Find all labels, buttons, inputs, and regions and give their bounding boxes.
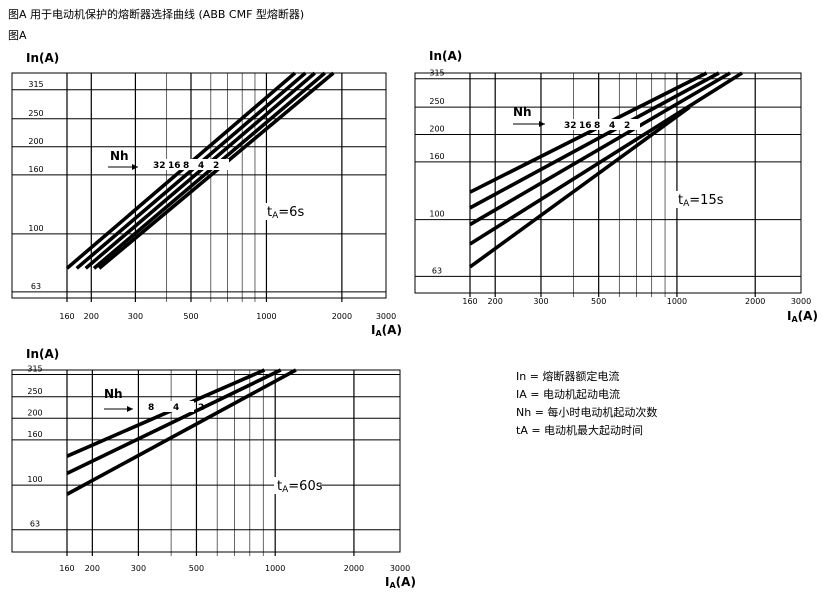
series-line-nh-32 bbox=[65, 71, 297, 270]
y-tick-label: 200 bbox=[27, 408, 42, 417]
x-tick-label: 2000 bbox=[745, 297, 765, 306]
y-tick-label: 100 bbox=[429, 210, 444, 219]
y-tick-label: 63 bbox=[30, 520, 40, 529]
series-line-nh-4 bbox=[469, 71, 744, 246]
legend-item-ta: tA = 电动机最大起动时间 bbox=[516, 424, 644, 437]
plot-frame bbox=[11, 72, 387, 299]
y-tick-label: 160 bbox=[27, 430, 42, 439]
y-axis-label: In(A) bbox=[26, 51, 59, 65]
x-tick-label: 3000 bbox=[791, 297, 811, 306]
plot-frame bbox=[11, 369, 401, 553]
series-label: 32 bbox=[153, 161, 166, 171]
y-axis-label: In(A) bbox=[26, 347, 59, 361]
legend-item-ia: IA = 电动机起动电流 bbox=[516, 388, 620, 401]
y-tick-label: 200 bbox=[28, 137, 43, 146]
series-line-nh-2 bbox=[98, 71, 335, 270]
x-tick-label: 200 bbox=[488, 297, 503, 306]
ta-label: tA=60s bbox=[277, 479, 323, 495]
series-label: 32 bbox=[564, 121, 577, 131]
x-tick-label: 160 bbox=[59, 564, 74, 573]
x-tick-label: 200 bbox=[84, 312, 99, 321]
x-tick-label: 500 bbox=[183, 312, 198, 321]
y-tick-label: 250 bbox=[28, 109, 43, 118]
nh-label: Nh bbox=[104, 387, 123, 401]
figure-subtitle: 图A bbox=[8, 29, 27, 42]
series-label: 8 bbox=[594, 121, 600, 131]
series-label-strip bbox=[150, 159, 229, 170]
y-tick-label: 250 bbox=[27, 387, 42, 396]
y-tick-label: 250 bbox=[429, 97, 444, 106]
series-label: 16 bbox=[579, 121, 592, 131]
y-tick-label: 100 bbox=[28, 224, 43, 233]
legend-item-in: In = 熔断器额定电流 bbox=[516, 370, 620, 383]
x-tick-label: 300 bbox=[128, 312, 143, 321]
series-label: 8 bbox=[148, 403, 154, 413]
y-tick-label: 315 bbox=[28, 80, 43, 89]
x-tick-label: 500 bbox=[591, 297, 606, 306]
series-line-nh-32 bbox=[469, 71, 708, 194]
x-axis-label: IA(A) bbox=[371, 323, 402, 338]
plot-frame bbox=[414, 72, 802, 294]
ta-label-bg bbox=[274, 477, 320, 494]
nh-label: Nh bbox=[513, 105, 532, 119]
figure-title: 图A 用于电动机保护的熔断器选择曲线 (ABB CMF 型熔断器) bbox=[8, 8, 305, 21]
ta-label: tA=15s bbox=[678, 193, 724, 209]
series-line-nh-4 bbox=[66, 368, 282, 475]
x-tick-label: 200 bbox=[85, 564, 100, 573]
fuse-chart-6s: 63 100 160 200 250 315 160 200 300 500 1000 2000 300… bbox=[11, 51, 402, 338]
x-tick-label: 3000 bbox=[390, 564, 410, 573]
x-tick-label: 3000 bbox=[376, 312, 396, 321]
x-axis-label: IA(A) bbox=[385, 575, 416, 590]
x-tick-label: 160 bbox=[462, 297, 477, 306]
y-tick-label: 315 bbox=[27, 364, 42, 373]
x-tick-label: 300 bbox=[533, 297, 548, 306]
series-label: 8 bbox=[183, 161, 189, 171]
y-tick-label: 315 bbox=[429, 69, 444, 78]
series-line-nh-16 bbox=[75, 71, 307, 270]
series-label-strip bbox=[145, 401, 194, 412]
series-line-nh-4 bbox=[92, 71, 326, 270]
series-label: 16 bbox=[168, 161, 181, 171]
y-tick-label: 160 bbox=[429, 152, 444, 161]
nh-arrow-head bbox=[127, 406, 133, 412]
x-tick-label: 160 bbox=[59, 312, 74, 321]
x-tick-label: 2000 bbox=[332, 312, 352, 321]
series-line-nh-16 bbox=[469, 71, 720, 210]
ta-label-bg bbox=[675, 191, 721, 208]
y-tick-label: 63 bbox=[31, 282, 41, 291]
series-line-nh-2 bbox=[66, 368, 297, 496]
x-tick-label: 2000 bbox=[344, 564, 364, 573]
series-line-nh-8 bbox=[469, 71, 731, 227]
nh-arrow-head bbox=[539, 121, 545, 127]
fuse-chart-15s: 63 100 160 200 250 315 160 200 300 500 1000 2000 300… bbox=[414, 49, 818, 324]
x-tick-label: 1000 bbox=[667, 297, 687, 306]
series-label: 2 bbox=[624, 121, 630, 131]
series-label: 2 bbox=[198, 403, 204, 413]
y-tick-label: 160 bbox=[28, 165, 43, 174]
series-label: 4 bbox=[198, 161, 204, 171]
legend-item-nh: Nh = 每小时电动机起动次数 bbox=[516, 406, 658, 419]
y-tick-label: 63 bbox=[432, 266, 442, 275]
series-label: 4 bbox=[173, 403, 179, 413]
series-label: 4 bbox=[609, 121, 615, 131]
fuse-chart-60s: 63 100 160 200 250 315 160 200 300 500 1000 2000 300… bbox=[11, 347, 416, 590]
y-tick-label: 200 bbox=[429, 124, 444, 133]
series-line-nh-8 bbox=[66, 368, 266, 458]
x-tick-label: 1000 bbox=[256, 312, 276, 321]
legend: In = 熔断器额定电流 IA = 电动机起动电流 Nh = 每小时电动机起动次… bbox=[516, 368, 657, 440]
x-tick-label: 500 bbox=[189, 564, 204, 573]
ta-label-bg bbox=[264, 203, 310, 220]
ta-label: tA=6s bbox=[267, 205, 304, 221]
y-tick-label: 100 bbox=[27, 475, 42, 484]
nh-arrow-head bbox=[132, 164, 138, 170]
x-axis-label: IA(A) bbox=[787, 309, 818, 324]
series-line-nh-2 bbox=[468, 105, 691, 269]
x-tick-label: 300 bbox=[131, 564, 146, 573]
y-axis-label: In(A) bbox=[429, 49, 462, 63]
nh-label: Nh bbox=[110, 149, 129, 163]
x-tick-label: 1000 bbox=[265, 564, 285, 573]
series-label-strip bbox=[561, 119, 640, 130]
series-label: 2 bbox=[213, 161, 219, 171]
series-line-nh-8 bbox=[84, 71, 317, 270]
